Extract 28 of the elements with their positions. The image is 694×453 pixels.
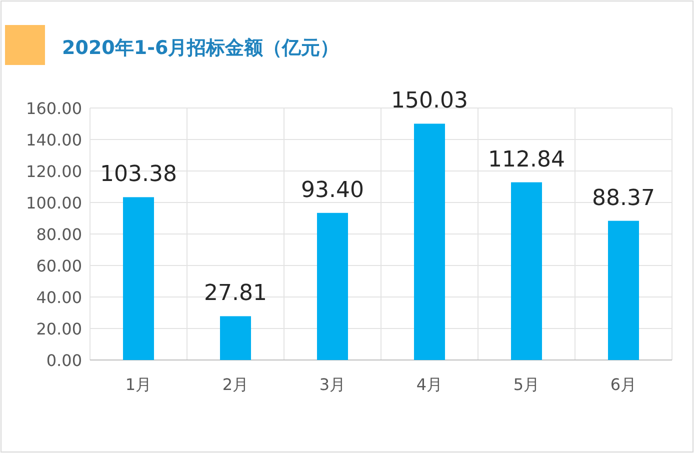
data-label: 103.38	[100, 162, 177, 188]
chart-title: 2020年1-6月招标金额（亿元）	[62, 37, 340, 59]
x-tick-label: 4月	[416, 375, 443, 394]
data-label: 27.81	[204, 281, 267, 306]
data-label: 150.03	[391, 88, 468, 114]
data-label: 112.84	[488, 147, 565, 172]
y-tick-label: 80.00	[36, 225, 82, 244]
y-tick-label: 120.00	[26, 162, 82, 181]
bar	[414, 124, 445, 360]
bar	[317, 212, 348, 360]
x-tick-label: 3月	[319, 375, 346, 394]
x-tick-label: 6月	[610, 375, 637, 394]
bar	[511, 182, 542, 360]
y-tick-label: 60.00	[36, 256, 82, 276]
y-tick-label: 20.00	[36, 320, 82, 338]
data-label: 93.40	[301, 178, 364, 203]
bar	[608, 220, 639, 360]
y-tick-label: 140.00	[26, 130, 82, 150]
x-tick-label: 5月	[513, 375, 540, 394]
data-label: 88.37	[592, 186, 655, 211]
bar	[123, 197, 154, 360]
bar	[220, 316, 251, 360]
x-tick-label: 2月	[222, 375, 249, 394]
y-tick-label: 100.00	[26, 194, 82, 212]
y-tick-label: 160.00	[26, 99, 82, 118]
y-tick-label: 40.00	[36, 288, 82, 307]
y-tick-label: 0.00	[46, 351, 82, 370]
x-tick-label: 1月	[125, 375, 152, 394]
